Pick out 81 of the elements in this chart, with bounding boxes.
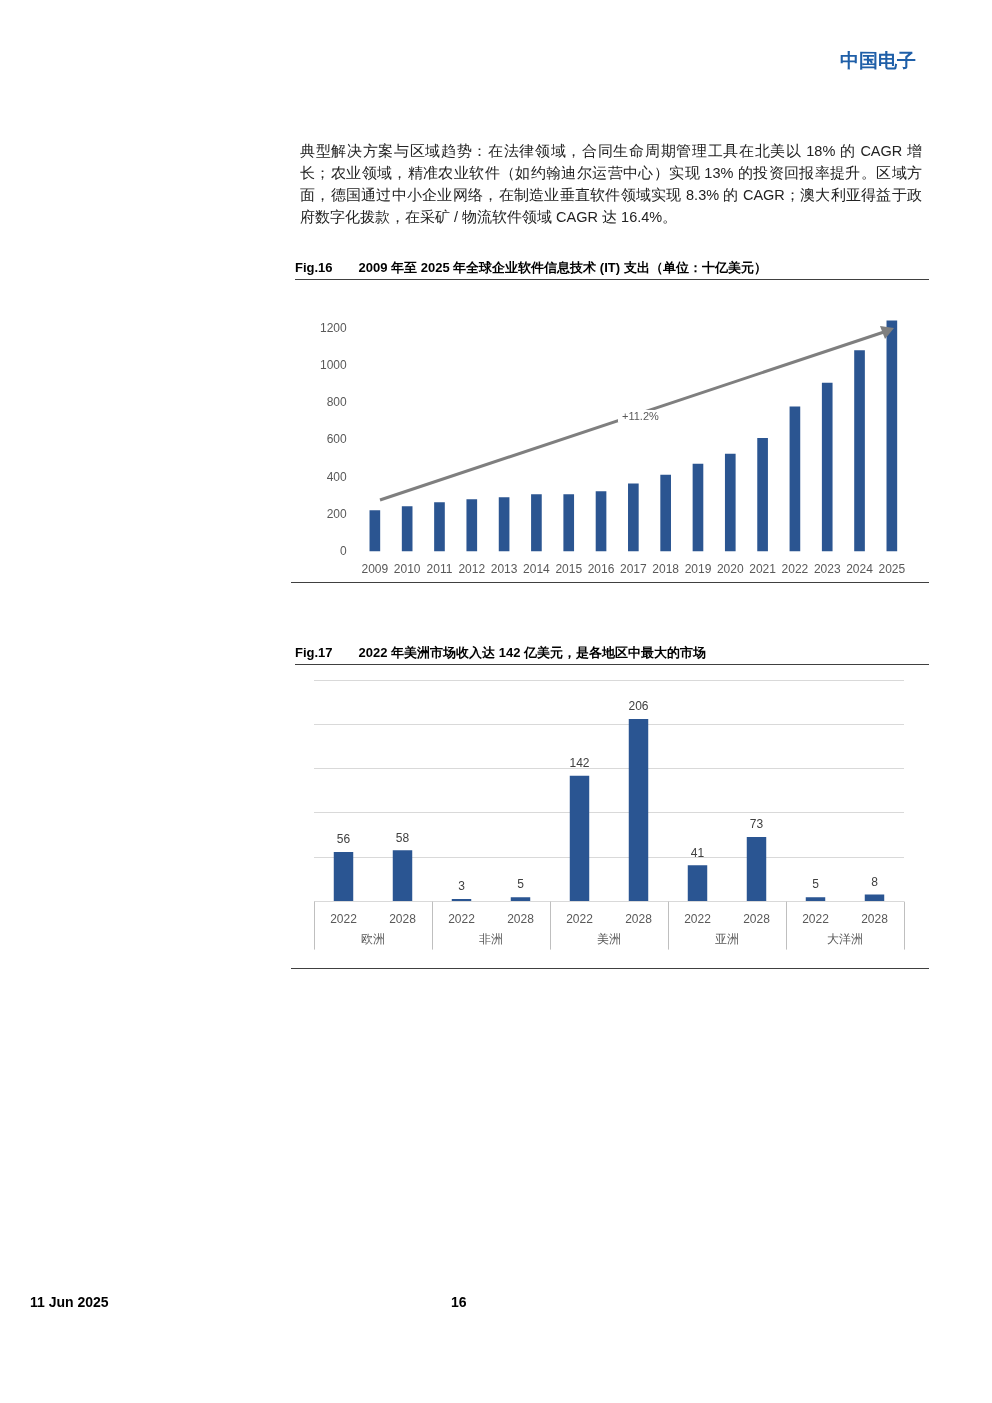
x-tick-label: 2024 bbox=[846, 562, 874, 577]
y-tick-label: 0 bbox=[340, 543, 348, 558]
x-tick-label: 2022 bbox=[330, 912, 358, 927]
chart-title: Fig.17 2022 年美洲市场收入达 142 亿美元，是各地区中最大的市场 bbox=[295, 644, 929, 665]
x-tick-label: 2010 bbox=[393, 562, 421, 577]
x-tick-label: 2022 bbox=[448, 912, 476, 927]
x-tick-label: 2009 bbox=[361, 562, 389, 577]
bar bbox=[789, 406, 801, 552]
data-label: 5 bbox=[812, 877, 820, 892]
x-tick-label: 2019 bbox=[684, 562, 712, 577]
bar bbox=[451, 898, 472, 902]
text: 非洲 bbox=[479, 931, 503, 946]
x-tick-label: 2028 bbox=[507, 912, 535, 927]
x-tick-label: 2025 bbox=[878, 562, 906, 577]
y-tick-label: 1200 bbox=[319, 320, 348, 335]
x-tick-label: 2013 bbox=[490, 562, 518, 577]
text: 欧洲 bbox=[361, 931, 385, 946]
data-label: 206 bbox=[628, 699, 649, 714]
text: 亚洲 bbox=[715, 931, 739, 946]
bar bbox=[563, 494, 575, 552]
x-tick-label: 2028 bbox=[743, 912, 771, 927]
x-tick-label: 2020 bbox=[716, 562, 744, 577]
bar bbox=[595, 491, 607, 552]
text: 典型解决方案与区域趋势：在法律领域，合同生命周期管理工具在北美以 18% 的 CAGR 增长；农业领域，精准农业软件（如约翰迪尔运营中心）实现 13% 的投资回报率提升。区域方面，德国通过中小企业网络，在制造业垂直软件领域实现 8.3% 的 CAGR；澳大利亚得益于政府数字化拨款，在采矿 / 物流软件领域 CAGR 达 16.4%。 bbox=[300, 142, 922, 227]
x-tick-label: 2015 bbox=[555, 562, 583, 577]
x-tick-label: 2022 bbox=[781, 562, 809, 577]
x-tick-label: 2014 bbox=[523, 562, 551, 577]
x-tick-label: 2018 bbox=[652, 562, 680, 577]
annotation: +11.2% bbox=[618, 410, 663, 422]
y-tick-label: 200 bbox=[326, 506, 348, 521]
data-label: 58 bbox=[395, 830, 410, 845]
x-tick-label: 2012 bbox=[458, 562, 486, 577]
bar bbox=[692, 463, 704, 552]
bar bbox=[333, 851, 354, 902]
bar bbox=[392, 850, 413, 902]
text: 美洲 bbox=[597, 931, 621, 946]
data-label: 73 bbox=[749, 817, 764, 832]
bar bbox=[569, 775, 590, 902]
text: 16 bbox=[451, 1294, 467, 1310]
bar bbox=[628, 719, 649, 902]
text: 11 Jun 2025 bbox=[30, 1294, 109, 1310]
y-tick-label: 1000 bbox=[319, 357, 348, 372]
data-label: 56 bbox=[336, 832, 351, 847]
bar bbox=[510, 897, 531, 902]
bar bbox=[434, 502, 445, 552]
bar bbox=[805, 897, 826, 902]
bar bbox=[466, 499, 478, 552]
data-label: 142 bbox=[569, 756, 590, 771]
x-tick-label: 2028 bbox=[389, 912, 417, 927]
bar bbox=[531, 494, 542, 552]
data-label: 5 bbox=[517, 877, 525, 892]
bar bbox=[687, 865, 708, 902]
x-tick-label: 2022 bbox=[684, 912, 712, 927]
bar bbox=[401, 506, 413, 552]
text: 中国电子 bbox=[840, 49, 916, 73]
text: 大洋洲 bbox=[827, 931, 863, 946]
chart-title: Fig.16 2009 年至 2025 年全球企业软件信息技术 (IT) 支出（单位：十亿美元） bbox=[295, 259, 929, 280]
x-tick-label: 2011 bbox=[426, 562, 453, 577]
y-tick-label: 600 bbox=[326, 432, 348, 447]
x-tick-label: 2028 bbox=[625, 912, 653, 927]
x-tick-label: 2016 bbox=[587, 562, 615, 577]
bar bbox=[628, 483, 639, 552]
bar bbox=[724, 453, 736, 552]
data-label: 3 bbox=[458, 879, 466, 894]
bar bbox=[660, 474, 671, 552]
bar bbox=[821, 382, 833, 552]
data-label: 8 bbox=[871, 874, 879, 889]
x-tick-label: 2017 bbox=[620, 562, 648, 577]
x-tick-label: 2028 bbox=[861, 912, 889, 927]
bar bbox=[757, 438, 768, 552]
bar bbox=[498, 497, 510, 552]
bar bbox=[746, 836, 767, 902]
x-tick-label: 2022 bbox=[566, 912, 594, 927]
y-tick-label: 400 bbox=[326, 469, 348, 484]
data-label: 41 bbox=[690, 845, 705, 860]
bar bbox=[854, 350, 865, 552]
x-tick-label: 2022 bbox=[802, 912, 830, 927]
x-tick-label: 2023 bbox=[813, 562, 841, 577]
bar bbox=[369, 510, 381, 552]
x-tick-label: 2021 bbox=[749, 562, 777, 577]
y-tick-label: 800 bbox=[326, 395, 348, 410]
